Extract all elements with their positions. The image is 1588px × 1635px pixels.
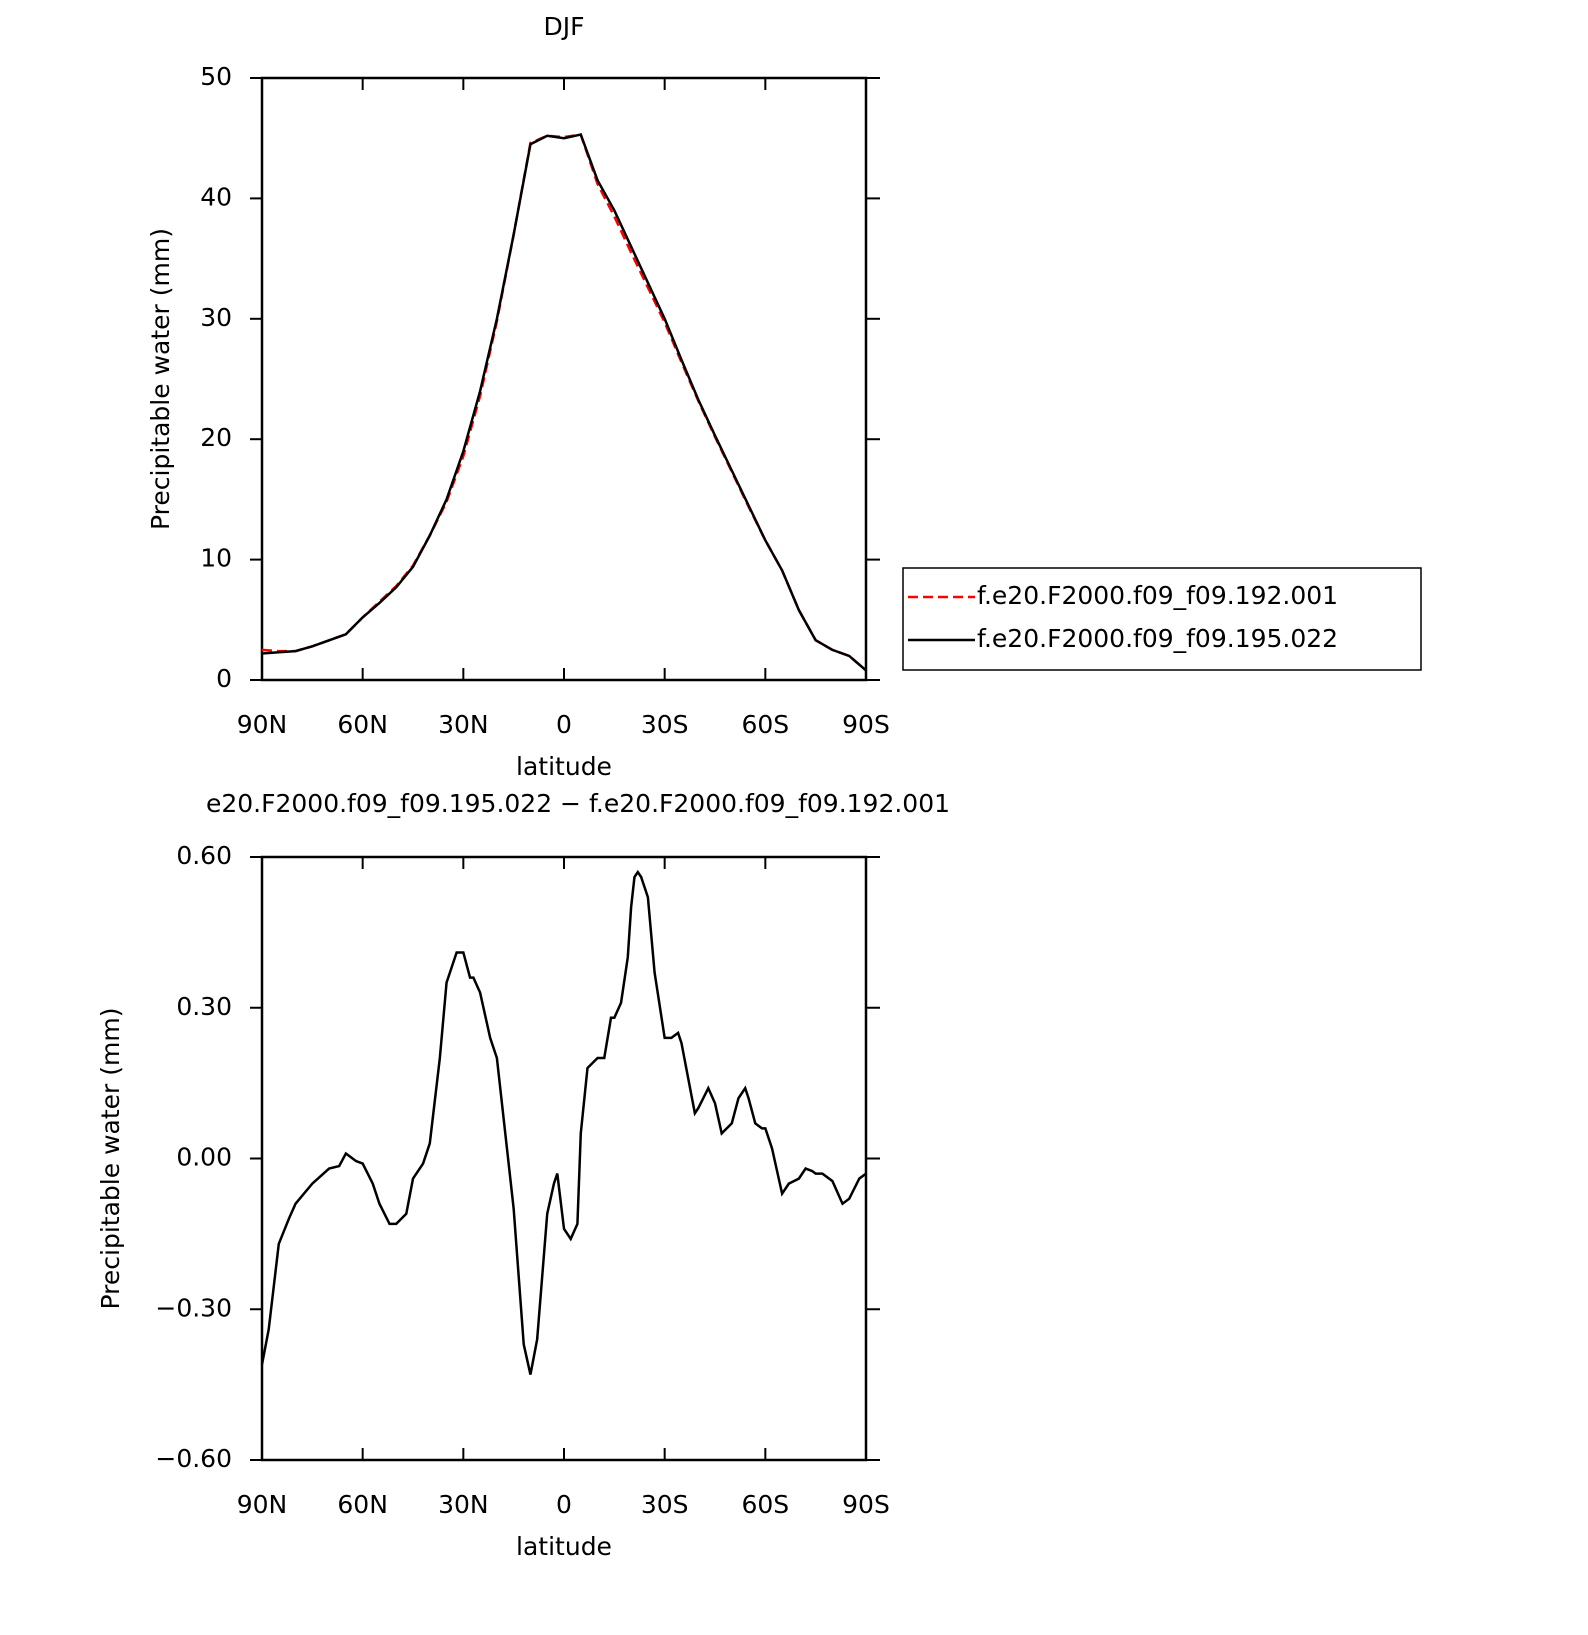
y-axis-label: Precipitable water (mm) <box>146 228 175 530</box>
legend-label: f.e20.F2000.f09_f09.195.022 <box>977 624 1338 653</box>
chart-title: DJF <box>543 12 584 41</box>
chart-title: e20.F2000.f09_f09.195.022 − f.e20.F2000.… <box>206 789 950 818</box>
y-tick-label: 0.00 <box>176 1143 232 1172</box>
y-tick-label: −0.60 <box>155 1444 232 1473</box>
x-tick-label: 90N <box>237 710 288 739</box>
y-tick-label: 10 <box>200 544 232 573</box>
data-line <box>261 133 867 672</box>
x-tick-label: 90N <box>237 1490 288 1519</box>
y-tick-label: 0.30 <box>176 992 232 1021</box>
data-line <box>260 869 867 1375</box>
legend-box <box>902 567 1422 671</box>
x-tick-label: 90S <box>842 1490 890 1519</box>
x-axis-label: latitude <box>516 752 612 781</box>
y-tick-label: 30 <box>200 303 232 332</box>
data-line <box>261 133 867 672</box>
plot-frame <box>260 76 868 682</box>
y-tick-label: 50 <box>200 62 232 91</box>
x-tick-label: 60S <box>741 1490 789 1519</box>
x-tick-label: 30N <box>438 710 489 739</box>
y-axis-label: Precipitable water (mm) <box>96 1008 125 1310</box>
x-tick-label: 60S <box>741 710 789 739</box>
y-tick-label: −0.30 <box>155 1293 232 1322</box>
x-tick-label: 90S <box>842 710 890 739</box>
y-tick-label: 0.60 <box>176 841 232 870</box>
x-tick-label: 0 <box>556 710 572 739</box>
y-tick-label: 40 <box>200 182 232 211</box>
x-tick-label: 0 <box>556 1490 572 1519</box>
y-tick-label: 20 <box>200 423 232 452</box>
x-tick-label: 60N <box>337 1490 388 1519</box>
x-tick-label: 60N <box>337 710 388 739</box>
legend-label: f.e20.F2000.f09_f09.192.001 <box>977 581 1338 610</box>
x-tick-label: 30S <box>641 710 689 739</box>
x-tick-label: 30S <box>641 1490 689 1519</box>
plot-frame <box>260 855 868 1462</box>
x-tick-label: 30N <box>438 1490 489 1519</box>
y-tick-label: 0 <box>216 664 232 693</box>
x-axis-label: latitude <box>516 1532 612 1561</box>
